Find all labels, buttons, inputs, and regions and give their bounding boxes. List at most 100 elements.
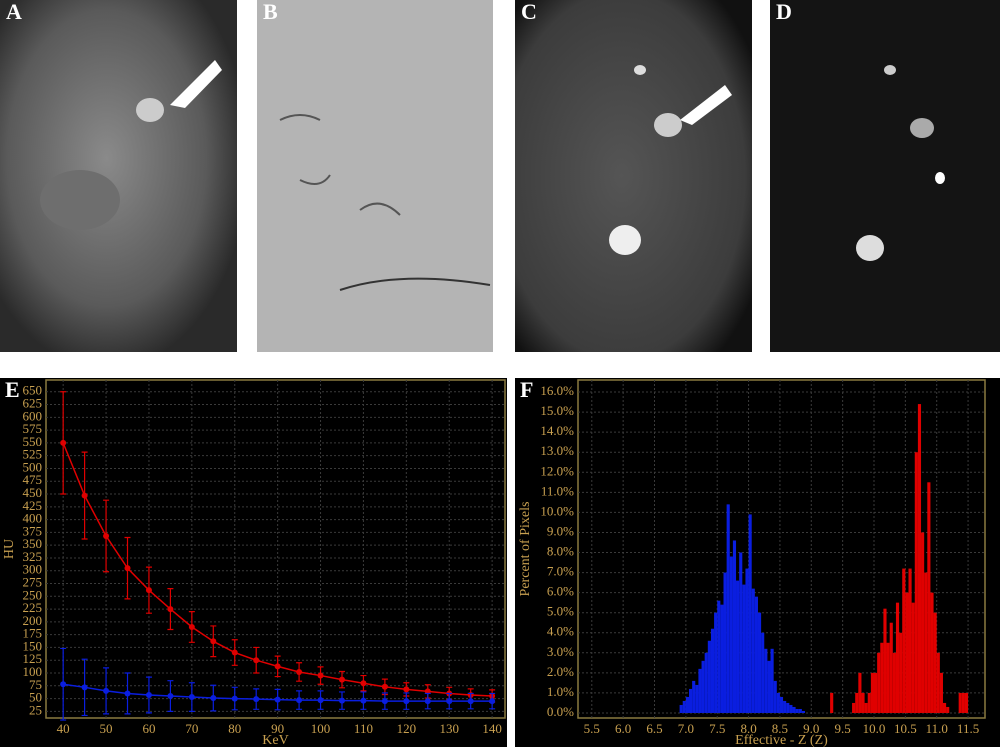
histogram-bar bbox=[801, 710, 806, 713]
y-tick-label: 600 bbox=[23, 408, 43, 423]
data-point bbox=[210, 638, 217, 645]
histogram-bar bbox=[961, 692, 965, 713]
y-tick-label: 75 bbox=[29, 677, 42, 692]
image-c: C bbox=[515, 0, 752, 352]
histogram-bar bbox=[933, 612, 937, 713]
data-point bbox=[103, 532, 110, 539]
x-tick-label: 7.0 bbox=[678, 721, 694, 736]
histogram-bar bbox=[964, 692, 969, 713]
x-tick-label: 40 bbox=[57, 721, 70, 736]
histogram-bar bbox=[892, 652, 896, 713]
histogram-bar bbox=[704, 652, 708, 713]
panel-label: A bbox=[6, 0, 22, 24]
y-tick-label: 225 bbox=[23, 600, 43, 615]
data-point bbox=[81, 684, 88, 691]
y-tick-label: 475 bbox=[23, 472, 43, 487]
y-tick-label: 650 bbox=[23, 383, 43, 398]
histogram-bar bbox=[695, 684, 699, 713]
y-tick-label: 3.0% bbox=[547, 644, 574, 659]
histogram-bar bbox=[874, 672, 878, 713]
x-tick-label: 5.5 bbox=[584, 721, 600, 736]
x-tick-label: 110 bbox=[354, 721, 373, 736]
panel-label: C bbox=[521, 0, 537, 24]
y-tick-label: 10.0% bbox=[540, 503, 574, 518]
x-tick-label: 50 bbox=[100, 721, 113, 736]
x-tick-label: 9.0 bbox=[803, 721, 819, 736]
data-point bbox=[489, 698, 496, 705]
histogram-bar bbox=[770, 648, 774, 713]
y-tick-label: 12.0% bbox=[540, 463, 574, 478]
histogram-bar bbox=[726, 504, 730, 713]
data-point bbox=[167, 606, 174, 613]
histogram-bar bbox=[917, 404, 922, 713]
y-tick-label: 450 bbox=[23, 485, 43, 500]
data-point bbox=[231, 649, 238, 656]
x-tick-label: 120 bbox=[397, 721, 417, 736]
histogram-bar bbox=[889, 622, 893, 713]
histogram-bar bbox=[748, 514, 752, 713]
image-d: D bbox=[770, 0, 1000, 352]
y-tick-label: 9.0% bbox=[547, 523, 574, 538]
histogram-bar bbox=[701, 660, 705, 713]
histogram-bar bbox=[723, 572, 727, 713]
y-tick-label: 250 bbox=[23, 587, 43, 602]
histogram-bar bbox=[739, 552, 743, 713]
histogram-bar bbox=[729, 556, 733, 713]
y-tick-label: 7.0% bbox=[547, 564, 574, 579]
histogram-bar bbox=[761, 632, 765, 713]
histogram-bar bbox=[754, 596, 758, 713]
data-point bbox=[253, 657, 260, 664]
histogram-bar bbox=[877, 652, 881, 713]
x-tick-label: 70 bbox=[185, 721, 198, 736]
histogram-bar bbox=[714, 612, 718, 713]
plot-frame bbox=[577, 379, 986, 719]
histogram-bar bbox=[924, 572, 928, 713]
histogram-bar bbox=[927, 482, 931, 713]
y-tick-label: 200 bbox=[23, 613, 43, 628]
histogram-bar bbox=[764, 648, 768, 713]
image-a: A bbox=[0, 0, 237, 352]
data-point bbox=[103, 687, 110, 694]
y-tick-label: 500 bbox=[23, 459, 43, 474]
histogram-bar bbox=[720, 604, 724, 713]
x-tick-label: 100 bbox=[311, 721, 331, 736]
y-tick-label: 625 bbox=[23, 396, 43, 411]
data-point bbox=[424, 698, 431, 705]
data-point bbox=[338, 676, 345, 683]
histogram-bar bbox=[682, 700, 686, 713]
histogram-bar bbox=[717, 600, 721, 713]
y-tick-label: 525 bbox=[23, 447, 43, 462]
x-tick-label: 6.5 bbox=[646, 721, 662, 736]
histogram-bar bbox=[783, 700, 787, 713]
data-point bbox=[360, 680, 367, 687]
panel-label: D bbox=[776, 0, 792, 24]
y-tick-label: 575 bbox=[23, 421, 43, 436]
data-point bbox=[60, 681, 67, 688]
data-point bbox=[124, 690, 131, 697]
histogram-bar bbox=[692, 680, 696, 713]
histogram-bar bbox=[958, 692, 962, 713]
histogram-bar bbox=[745, 568, 749, 713]
y-tick-label: 275 bbox=[23, 575, 43, 590]
histogram-bar bbox=[936, 652, 940, 713]
histogram-bar bbox=[864, 702, 868, 713]
histogram-bar bbox=[886, 642, 890, 713]
data-point bbox=[296, 668, 303, 675]
histogram-bar bbox=[795, 708, 799, 713]
data-point bbox=[167, 693, 174, 700]
data-point bbox=[124, 565, 131, 572]
y-tick-label: 100 bbox=[23, 664, 43, 679]
data-point bbox=[317, 672, 324, 679]
data-point bbox=[446, 698, 453, 705]
data-point bbox=[253, 696, 260, 703]
y-tick-label: 150 bbox=[23, 638, 43, 653]
y-tick-label: 6.0% bbox=[547, 584, 574, 599]
histogram-bar bbox=[773, 680, 777, 713]
histogram-bar bbox=[742, 584, 746, 713]
histogram-bar bbox=[855, 692, 859, 713]
y-tick-label: 11.0% bbox=[541, 483, 574, 498]
data-point bbox=[81, 492, 88, 499]
histogram-bar bbox=[698, 668, 702, 713]
x-axis-label: KeV bbox=[262, 733, 288, 747]
